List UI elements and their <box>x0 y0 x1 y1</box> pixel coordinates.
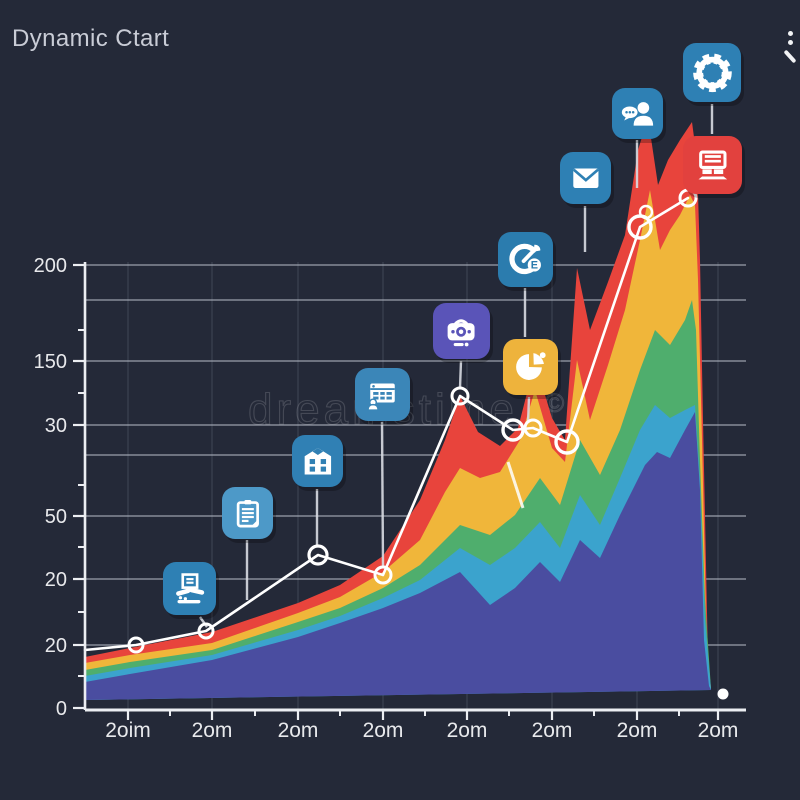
end-dot <box>717 688 729 700</box>
data-point-marker[interactable] <box>197 622 215 640</box>
kebab-dot <box>787 31 793 36</box>
document-printer-icon <box>175 573 205 604</box>
page-title: Dynamic Ctart <box>12 25 170 52</box>
clipboard-badge[interactable] <box>222 487 273 539</box>
kebab-menu-icon[interactable] <box>780 27 800 71</box>
stray-line-segment <box>506 461 525 509</box>
warehouse-badge[interactable] <box>292 435 343 487</box>
tools-icon-letter: E <box>531 260 538 272</box>
badge-stem <box>526 396 531 424</box>
data-point-marker[interactable] <box>554 429 580 455</box>
y-axis-label: 200 <box>34 255 67 277</box>
camera-icon <box>448 319 475 347</box>
data-point-marker[interactable] <box>638 204 654 220</box>
x-axis-label: 2om <box>192 719 233 742</box>
x-axis-label: 2om <box>278 719 319 742</box>
y-axis-label: 20 <box>45 569 67 591</box>
mail-badge[interactable] <box>560 152 611 204</box>
indigo-area <box>85 412 711 700</box>
user-chat-badge[interactable] <box>612 88 663 139</box>
data-point-marker[interactable] <box>501 418 525 442</box>
data-point-marker[interactable] <box>450 386 470 406</box>
data-point-marker[interactable] <box>627 214 653 240</box>
y-axis-label: 30 <box>45 415 67 437</box>
envelope-icon <box>572 168 599 188</box>
gauge-wrench-icon: E <box>509 244 542 275</box>
x-axis-label: 2om <box>617 719 658 742</box>
settings-badge[interactable] <box>683 43 741 102</box>
data-point-marker[interactable] <box>127 636 145 654</box>
x-axis-label: 2oim <box>105 719 151 742</box>
kebab-slash <box>783 49 797 64</box>
tools-badge[interactable]: E <box>498 232 553 287</box>
person-speech-bubble-icon <box>621 101 653 126</box>
house-windows-icon <box>304 447 331 475</box>
y-axis-label: 50 <box>45 506 67 528</box>
report-badge[interactable] <box>683 136 742 194</box>
badge-stem <box>380 421 385 567</box>
x-axis-label: 2om <box>532 719 573 742</box>
data-point-marker[interactable] <box>523 418 543 438</box>
laptop-report-icon <box>698 150 727 179</box>
badge-stem <box>458 360 463 389</box>
y-axis-label: 150 <box>34 351 67 373</box>
pie-chart-icon <box>516 352 546 381</box>
browser-badge[interactable] <box>355 368 410 421</box>
x-axis-label: 2om <box>363 719 404 742</box>
clipboard-icon <box>236 499 259 528</box>
data-point-marker[interactable] <box>307 544 329 566</box>
gear-icon <box>692 53 732 92</box>
pie-chart-badge[interactable] <box>503 339 558 395</box>
x-axis-label: 2om <box>698 719 739 742</box>
y-axis-label: 20 <box>45 635 67 657</box>
kebab-dot <box>787 40 793 45</box>
data-point-marker[interactable] <box>373 565 393 585</box>
y-axis-label: 0 <box>56 698 67 720</box>
camera-badge[interactable] <box>433 303 490 359</box>
x-axis-label: 2om <box>447 719 488 742</box>
printer-document-badge[interactable] <box>163 562 216 615</box>
trend-line <box>83 196 690 652</box>
browser-window-icon <box>367 383 395 411</box>
